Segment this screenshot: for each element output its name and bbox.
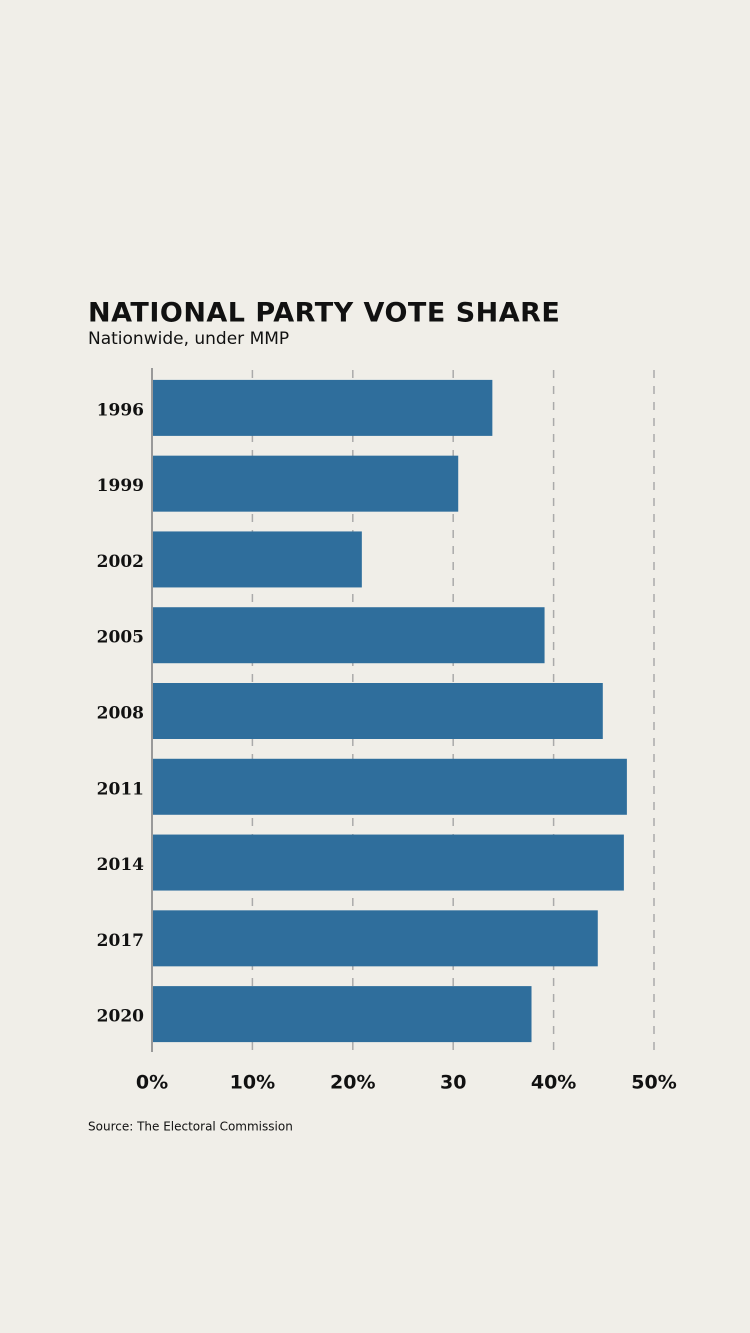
x-tick-label: 50% — [631, 1072, 676, 1094]
chart-subtitle: Nationwide, under MMP — [88, 329, 289, 349]
x-tick-label: 0% — [136, 1072, 168, 1094]
bar — [152, 455, 459, 512]
bar — [152, 910, 598, 967]
y-tick-label: 2011 — [97, 779, 144, 799]
x-tick-label: 30 — [440, 1072, 466, 1094]
bar — [152, 531, 362, 588]
bar — [152, 986, 532, 1043]
x-tick-label: 40% — [531, 1072, 576, 1094]
x-tick-label: 20% — [330, 1072, 375, 1094]
x-tick-label: 10% — [230, 1072, 275, 1094]
bar — [152, 834, 624, 891]
bar — [152, 607, 545, 664]
y-tick-label: 2005 — [97, 628, 144, 648]
y-tick-label: 2002 — [97, 552, 144, 572]
y-tick-label: 2020 — [97, 1007, 144, 1027]
bar — [152, 758, 627, 815]
chart-title: NATIONAL PARTY VOTE SHARE — [88, 298, 560, 329]
y-tick-label: 2017 — [97, 931, 144, 951]
y-tick-label: 2014 — [97, 855, 144, 875]
y-tick-label: 2008 — [97, 704, 144, 724]
bar — [152, 683, 603, 739]
y-tick-label: 1999 — [97, 476, 144, 496]
y-tick-label: 1996 — [97, 400, 144, 420]
bar — [152, 379, 493, 436]
source: Source: The Electoral Commission — [88, 1120, 293, 1134]
